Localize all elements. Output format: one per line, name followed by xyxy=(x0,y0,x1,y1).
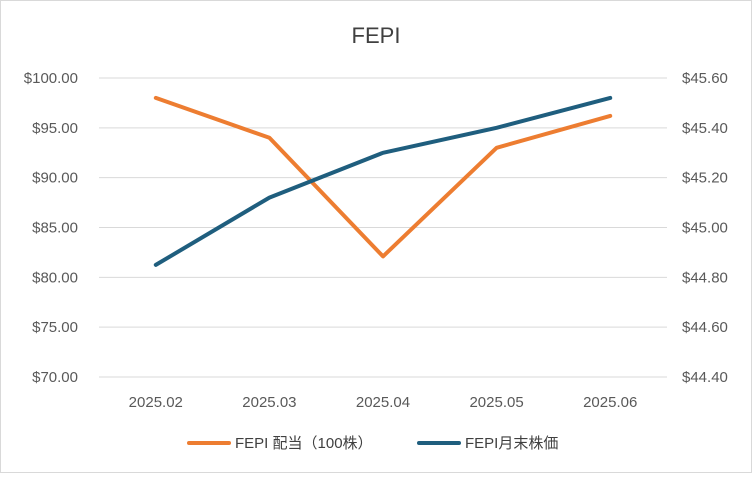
legend-label: FEPI月末株価 xyxy=(465,435,558,452)
x-axis-tick-label: 2025.04 xyxy=(356,394,410,411)
left-axis-labels: $70.00 $75.00 $80.00 $85.00 $90.00 $95.00 $100… xyxy=(24,70,78,386)
gridlines xyxy=(99,77,667,378)
right-axis-tick-label: $45.60 xyxy=(682,70,728,87)
series-line-2 xyxy=(153,95,613,267)
left-axis-tick-label: $100.00 xyxy=(24,70,78,87)
x-axis-tick-label: 2025.02 xyxy=(129,394,183,411)
right-axis-tick-label: $45.40 xyxy=(682,120,728,137)
x-axis-tick-label: 2025.05 xyxy=(469,394,523,411)
x-axis-tick-label: 2025.03 xyxy=(242,394,296,411)
right-axis-tick-label: $45.20 xyxy=(682,170,728,187)
chart-title: FEPI xyxy=(352,23,401,48)
left-axis-tick-label: $70.00 xyxy=(32,369,78,386)
series-line-1 xyxy=(153,95,613,259)
right-axis-tick-label: $44.60 xyxy=(682,319,728,336)
series-lines xyxy=(153,95,613,267)
left-axis-tick-label: $85.00 xyxy=(32,220,78,237)
left-axis-tick-label: $75.00 xyxy=(32,319,78,336)
legend: FEPI 配当（100株） FEPI月末株価 xyxy=(187,435,558,452)
right-axis-tick-label: $44.80 xyxy=(682,269,728,286)
left-axis-tick-label: $80.00 xyxy=(32,269,78,286)
legend-label: FEPI 配当（100株） xyxy=(235,435,373,452)
left-axis-tick-label: $95.00 xyxy=(32,120,78,137)
x-axis-labels: 2025.02 2025.03 2025.04 2025.05 2025.06 xyxy=(129,394,638,411)
right-axis-tick-label: $44.40 xyxy=(682,369,728,386)
right-axis-tick-label: $45.00 xyxy=(682,220,728,237)
left-axis-tick-label: $90.00 xyxy=(32,170,78,187)
right-axis-labels: $44.40 $44.60 $44.80 $45.00 $45.20 $45.40 $45.… xyxy=(682,70,728,386)
x-axis-tick-label: 2025.06 xyxy=(583,394,637,411)
